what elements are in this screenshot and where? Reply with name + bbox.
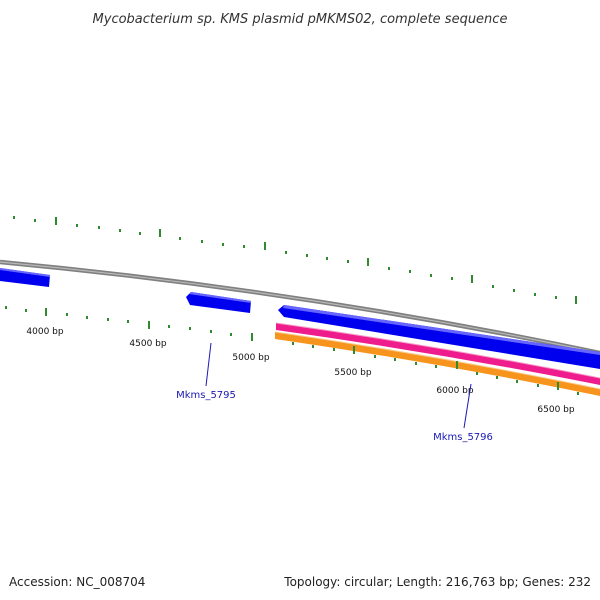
outer-tick-row [13, 216, 577, 304]
gene-label-mkms-5796[interactable]: Mkms_5796 [433, 432, 493, 443]
map-title: Mycobacterium sp. KMS plasmid pMKMS02, c… [93, 12, 508, 27]
backbone-arc-inner [0, 261, 600, 354]
sequence-summary-text: Topology: circular; Length: 216,763 bp; … [283, 575, 591, 589]
gene-arrow-mkms-5795[interactable] [186, 292, 251, 313]
orange-feature-band-highlight [274, 331, 600, 390]
bp-label-4500: 4500 bp [129, 339, 166, 349]
bp-label-6000: 6000 bp [436, 386, 473, 396]
gene-arrow-mkms-5796[interactable] [278, 305, 600, 369]
bp-label-4000: 4000 bp [26, 327, 63, 337]
gene-arrow-left-highlight [0, 268, 50, 277]
leader-line-mkms-5796 [463, 383, 472, 429]
bp-label-5000: 5000 bp [232, 353, 269, 363]
gene-label-mkms-5795[interactable]: Mkms_5795 [176, 390, 236, 401]
inner-tick-row [5, 306, 579, 395]
bp-label-5500: 5500 bp [334, 368, 371, 378]
pink-feature-band-highlight [275, 322, 600, 379]
gene-arrow-left[interactable] [0, 268, 50, 287]
gene-arrow-mkms-5795-highlight [189, 292, 251, 303]
leader-line-mkms-5795 [205, 342, 212, 387]
pink-feature-band [276, 323, 600, 385]
accession-text: Accession: NC_008704 [9, 575, 145, 589]
bp-label-6500: 6500 bp [537, 405, 574, 415]
orange-feature-band [275, 332, 600, 396]
gene-arrow-mkms-5796-highlight [283, 305, 600, 355]
